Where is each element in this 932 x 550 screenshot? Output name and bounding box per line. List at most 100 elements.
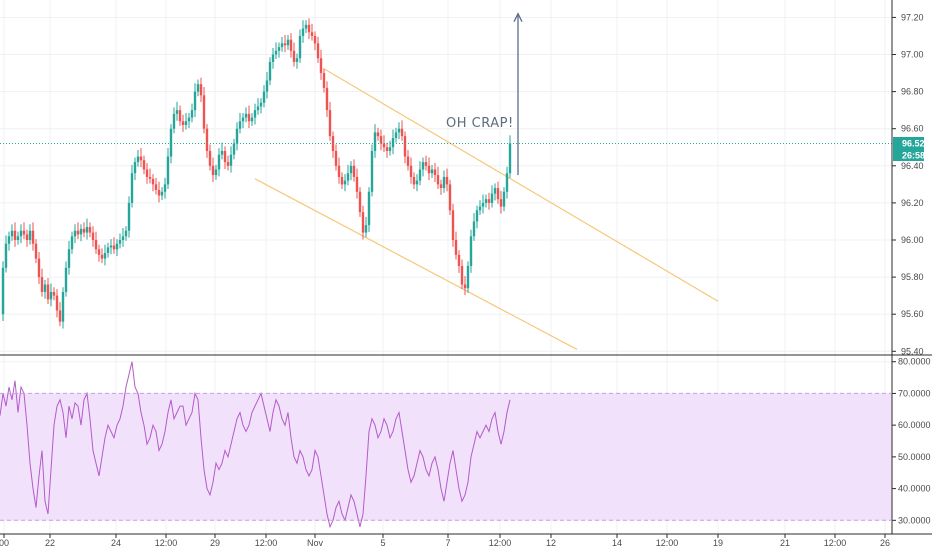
channel-line[interactable] [324,68,719,302]
candle [211,157,215,182]
candle [358,187,362,217]
candle [67,240,71,275]
candle [208,144,212,171]
price-axis[interactable]: 97.20 97.00 96.80 96.60 96.40 96.20 96.00 95.80… [892,12,924,356]
candle [313,31,317,51]
candle [499,190,503,214]
current-price-badge: 96.52 [893,137,925,149]
candle [352,159,356,182]
candle [106,242,110,258]
candle [82,222,86,238]
candle [310,23,314,41]
candle [364,216,368,238]
candle [268,57,272,86]
candle [283,35,287,53]
candle [142,155,146,175]
annotation-text[interactable]: OH CRAP! [446,116,514,131]
candle [316,36,320,63]
descending-channel[interactable] [254,68,719,350]
time-tick-label: 12:00 [255,538,278,548]
candle [436,166,440,189]
candle [253,103,257,125]
time-axis[interactable]: 00 22 24 12:00 29 12:00 Nov 5 7 12:00 12 14 12:00 19 2… [0,534,890,548]
candle [136,150,140,167]
candle [319,49,323,80]
candle [172,107,176,134]
candle [289,33,293,58]
candle [292,42,296,67]
arrow-head[interactable] [513,12,523,23]
candle [112,237,116,254]
time-tick-label: 7 [445,538,450,548]
current-price-label: 96.52 [902,139,925,149]
rsi-tick-label: 70.0000 [898,388,931,398]
time-tick-label: 12 [546,538,556,548]
candle [139,148,143,168]
candle [220,142,224,160]
candle [343,174,347,192]
candle [58,302,62,327]
rsi-tick-label: 30.0000 [898,515,931,525]
candle [421,157,425,177]
candle [10,224,14,241]
candle [349,161,353,181]
candle [370,144,374,197]
countdown-label: 26:58 [902,151,925,161]
candle [250,112,254,126]
candle [43,279,47,299]
rsi-axis[interactable]: 80.0000 70.0000 60.0000 50.0000 40.0000 30.00… [892,357,931,526]
candle [367,187,371,233]
time-tick-label: 00 [0,538,9,548]
time-tick-label: 21 [780,538,790,548]
candle [415,174,419,192]
candle [262,85,266,108]
candle [277,42,281,58]
candle [424,155,428,171]
candle [196,79,200,97]
candle [490,185,494,208]
candle [76,222,80,240]
price-tick-label: 96.80 [901,87,924,97]
candle [301,20,305,43]
candle [304,20,308,34]
candle [373,124,377,158]
candle [478,200,482,215]
candle [148,168,152,184]
time-tick-label: 29 [210,538,220,548]
candle [229,146,233,173]
candle [502,187,506,212]
candle [427,157,431,181]
candle [505,166,509,199]
price-tick-label: 96.40 [901,161,924,171]
candle [223,146,227,169]
up-arrow[interactable] [513,12,523,176]
channel-line[interactable] [254,178,578,350]
candle [166,148,170,189]
candle [151,174,155,192]
candle [205,124,209,158]
candle [52,287,56,301]
candle [181,114,185,132]
candle [13,222,17,247]
candle [202,86,206,134]
candle [322,68,326,93]
candle [334,144,338,171]
candle [157,181,161,203]
candle [73,224,77,244]
candle [340,172,344,189]
candle [145,163,149,184]
time-tick-label: 26 [880,538,890,548]
candle [79,224,83,242]
candle [412,172,416,189]
candle [481,194,485,214]
candle [325,81,329,118]
time-tick-label: 19 [713,538,723,548]
candle [49,283,53,307]
candle [85,218,89,240]
candle [91,226,95,247]
candle [40,268,44,297]
candle [22,222,26,240]
candle [118,233,122,249]
candle [298,29,302,63]
